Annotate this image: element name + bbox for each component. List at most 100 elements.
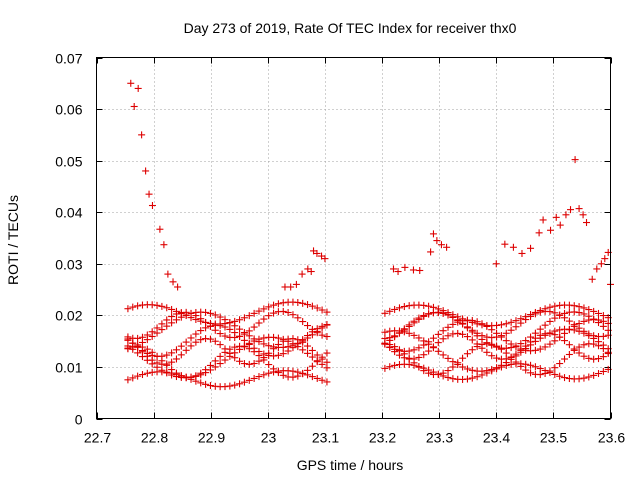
data-point	[585, 354, 593, 362]
data-point	[518, 249, 526, 257]
data-point	[585, 332, 593, 340]
data-point	[434, 339, 442, 347]
data-point	[240, 329, 248, 337]
data-point	[444, 311, 452, 319]
data-point	[512, 323, 520, 331]
data-point	[463, 317, 471, 325]
data-point	[318, 306, 326, 314]
data-point	[463, 324, 471, 332]
data-point	[536, 365, 544, 373]
data-point	[138, 347, 146, 355]
data-point	[410, 355, 418, 363]
data-point	[410, 346, 418, 354]
data-point	[231, 349, 239, 357]
axis-ticks	[96, 57, 612, 420]
data-point	[153, 301, 161, 309]
data-point	[541, 321, 549, 329]
data-point	[425, 302, 433, 310]
x-tick-label: 22.7	[84, 430, 111, 446]
data-point	[517, 362, 525, 370]
data-point	[313, 249, 321, 257]
data-point	[182, 346, 190, 354]
data-point	[124, 376, 132, 384]
data-point	[551, 337, 559, 345]
data-point	[308, 346, 316, 354]
data-point	[483, 339, 491, 347]
data-point	[323, 320, 331, 328]
data-point	[565, 350, 573, 358]
data-point	[425, 347, 433, 355]
data-point	[307, 268, 315, 276]
data-point	[561, 337, 569, 345]
data-point	[497, 361, 505, 369]
data-point	[304, 349, 312, 357]
data-point	[289, 311, 297, 319]
data-point	[250, 323, 258, 331]
data-point	[279, 343, 287, 351]
data-point	[255, 319, 263, 327]
data-point	[318, 376, 326, 384]
y-tick-label: 0.02	[55, 308, 82, 324]
data-point	[541, 343, 549, 351]
data-point	[454, 329, 462, 337]
data-point	[409, 266, 417, 274]
data-point	[274, 351, 282, 359]
data-point	[556, 333, 564, 341]
data-point	[580, 317, 588, 325]
data-point	[527, 369, 535, 377]
data-point	[595, 319, 603, 327]
data-point	[299, 299, 307, 307]
data-point	[527, 361, 535, 369]
data-point	[192, 338, 200, 346]
data-point	[565, 341, 573, 349]
data-point	[240, 360, 248, 368]
data-point	[270, 333, 278, 341]
x-tick-label: 22.8	[141, 430, 168, 446]
data-point	[160, 241, 168, 249]
data-point	[260, 315, 268, 323]
data-point	[527, 244, 535, 252]
data-point	[308, 373, 316, 381]
data-point	[240, 342, 248, 350]
data-point	[394, 268, 402, 276]
data-point	[211, 337, 219, 345]
data-point	[313, 327, 321, 335]
data-point	[405, 347, 413, 355]
data-point	[454, 317, 462, 325]
data-point	[265, 303, 273, 311]
data-point	[502, 359, 510, 367]
data-point	[483, 348, 491, 356]
data-point	[522, 366, 530, 374]
data-point	[420, 337, 428, 345]
data-point	[561, 355, 569, 363]
data-point	[599, 367, 607, 375]
data-point	[415, 363, 423, 371]
data-point	[281, 283, 289, 291]
data-point	[240, 378, 248, 386]
data-point	[129, 303, 137, 311]
data-point	[512, 317, 520, 325]
data-point	[202, 369, 210, 377]
data-point	[163, 369, 171, 377]
data-point	[597, 260, 605, 268]
data-point	[216, 352, 224, 360]
data-point	[429, 344, 437, 352]
data-point	[226, 325, 234, 333]
data-point	[575, 309, 583, 317]
data-point	[449, 375, 457, 383]
data-point	[202, 308, 210, 316]
data-point	[148, 351, 156, 359]
data-point	[284, 337, 292, 345]
data-point	[439, 351, 447, 359]
data-point	[420, 301, 428, 309]
data-point	[580, 304, 588, 312]
data-points	[124, 79, 614, 391]
data-point	[531, 363, 539, 371]
data-point	[547, 226, 555, 234]
data-point	[595, 309, 603, 317]
data-point	[400, 354, 408, 362]
data-point	[400, 303, 408, 311]
data-point	[580, 352, 588, 360]
data-point	[250, 374, 258, 382]
data-point	[599, 341, 607, 349]
